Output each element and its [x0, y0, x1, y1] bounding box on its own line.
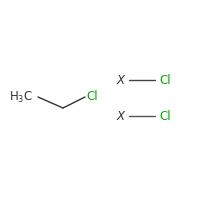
Text: Cl: Cl — [159, 73, 171, 86]
Text: Cl: Cl — [86, 90, 98, 104]
Text: Cl: Cl — [159, 110, 171, 122]
Text: $\mathregular{H_3C}$: $\mathregular{H_3C}$ — [9, 89, 33, 105]
Text: X: X — [116, 110, 124, 122]
Text: X: X — [116, 73, 124, 86]
